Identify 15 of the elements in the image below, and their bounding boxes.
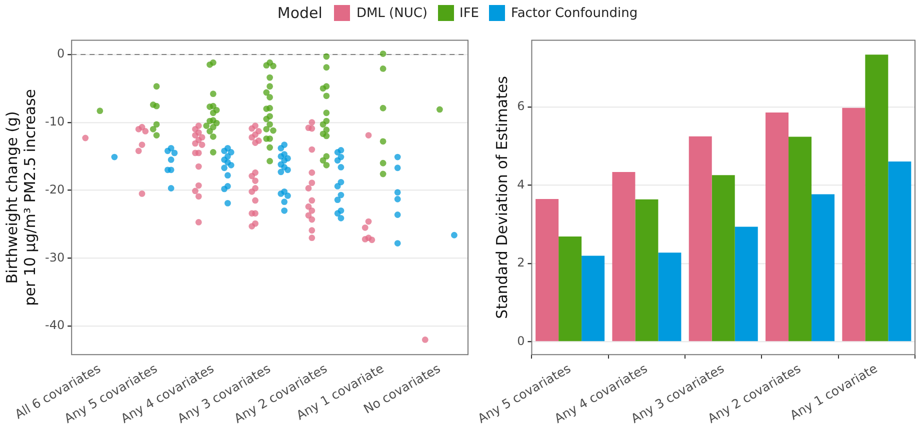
y-tick-label: 2 bbox=[517, 256, 525, 270]
y-tick-label: 0 bbox=[517, 334, 525, 348]
y-tick-label: 0 bbox=[56, 46, 65, 61]
y-tick-label: -10 bbox=[44, 114, 65, 128]
y-tick-label: -40 bbox=[44, 318, 65, 332]
y-axis-title: Standard Deviation of Estimates bbox=[492, 76, 511, 319]
legend-label: IFE bbox=[460, 6, 480, 20]
y-tick-label: -30 bbox=[44, 250, 65, 264]
legend-label: Factor Confounding bbox=[511, 6, 638, 20]
y-axis-title: Birthweight change (g) per 10 µg/m³ PM2.5 increase bbox=[2, 88, 39, 306]
y-tick-label: 6 bbox=[517, 99, 525, 114]
legend-label: DML (NUC) bbox=[356, 6, 428, 20]
y-tick-label: -20 bbox=[44, 182, 65, 196]
legend-title: Model bbox=[277, 4, 322, 22]
y-tick-label: 4 bbox=[517, 177, 525, 192]
